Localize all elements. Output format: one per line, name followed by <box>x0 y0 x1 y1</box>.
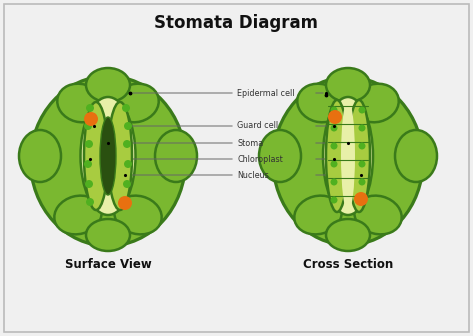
Ellipse shape <box>259 130 301 182</box>
Circle shape <box>85 180 93 188</box>
Ellipse shape <box>86 219 130 251</box>
Circle shape <box>84 122 92 130</box>
Text: Chloroplast: Chloroplast <box>237 155 283 164</box>
Circle shape <box>331 125 338 131</box>
Circle shape <box>331 107 338 114</box>
Circle shape <box>359 142 366 150</box>
Circle shape <box>122 104 130 112</box>
Ellipse shape <box>113 84 159 122</box>
Circle shape <box>118 196 132 210</box>
Circle shape <box>122 198 130 206</box>
Ellipse shape <box>294 196 342 235</box>
Circle shape <box>124 160 132 168</box>
Circle shape <box>359 178 366 185</box>
Ellipse shape <box>395 130 437 182</box>
Circle shape <box>331 197 338 204</box>
Text: Guard cell: Guard cell <box>237 122 278 130</box>
Ellipse shape <box>30 76 185 246</box>
Ellipse shape <box>54 196 102 235</box>
Circle shape <box>84 112 98 126</box>
Text: Surface View: Surface View <box>65 257 151 270</box>
Circle shape <box>84 160 92 168</box>
Text: Stoma: Stoma <box>237 138 263 148</box>
Circle shape <box>331 142 338 150</box>
Ellipse shape <box>354 196 402 235</box>
Circle shape <box>359 197 366 204</box>
Ellipse shape <box>114 196 162 235</box>
Circle shape <box>86 198 94 206</box>
FancyBboxPatch shape <box>4 4 469 332</box>
Text: Epidermal cell: Epidermal cell <box>237 88 295 97</box>
Circle shape <box>123 180 131 188</box>
Ellipse shape <box>80 97 135 215</box>
Ellipse shape <box>100 117 116 195</box>
Circle shape <box>359 107 366 114</box>
Ellipse shape <box>155 130 197 182</box>
Ellipse shape <box>326 68 370 102</box>
Ellipse shape <box>84 102 108 210</box>
Ellipse shape <box>348 100 370 212</box>
Text: Cross Section: Cross Section <box>303 257 393 270</box>
Circle shape <box>85 140 93 148</box>
Ellipse shape <box>326 219 370 251</box>
Circle shape <box>123 140 131 148</box>
Circle shape <box>331 161 338 168</box>
Ellipse shape <box>297 84 343 122</box>
Ellipse shape <box>57 84 103 122</box>
Ellipse shape <box>19 130 61 182</box>
Circle shape <box>354 192 368 206</box>
Ellipse shape <box>323 97 373 215</box>
Ellipse shape <box>273 77 423 245</box>
Ellipse shape <box>86 68 130 102</box>
Text: Stomata Diagram: Stomata Diagram <box>154 14 318 32</box>
Text: Nucleus: Nucleus <box>237 170 269 179</box>
Ellipse shape <box>341 100 355 212</box>
Ellipse shape <box>108 102 132 210</box>
Circle shape <box>124 122 132 130</box>
Circle shape <box>359 125 366 131</box>
Circle shape <box>359 161 366 168</box>
Circle shape <box>328 110 342 124</box>
Circle shape <box>86 104 94 112</box>
Ellipse shape <box>353 84 399 122</box>
Circle shape <box>331 178 338 185</box>
Ellipse shape <box>326 100 348 212</box>
